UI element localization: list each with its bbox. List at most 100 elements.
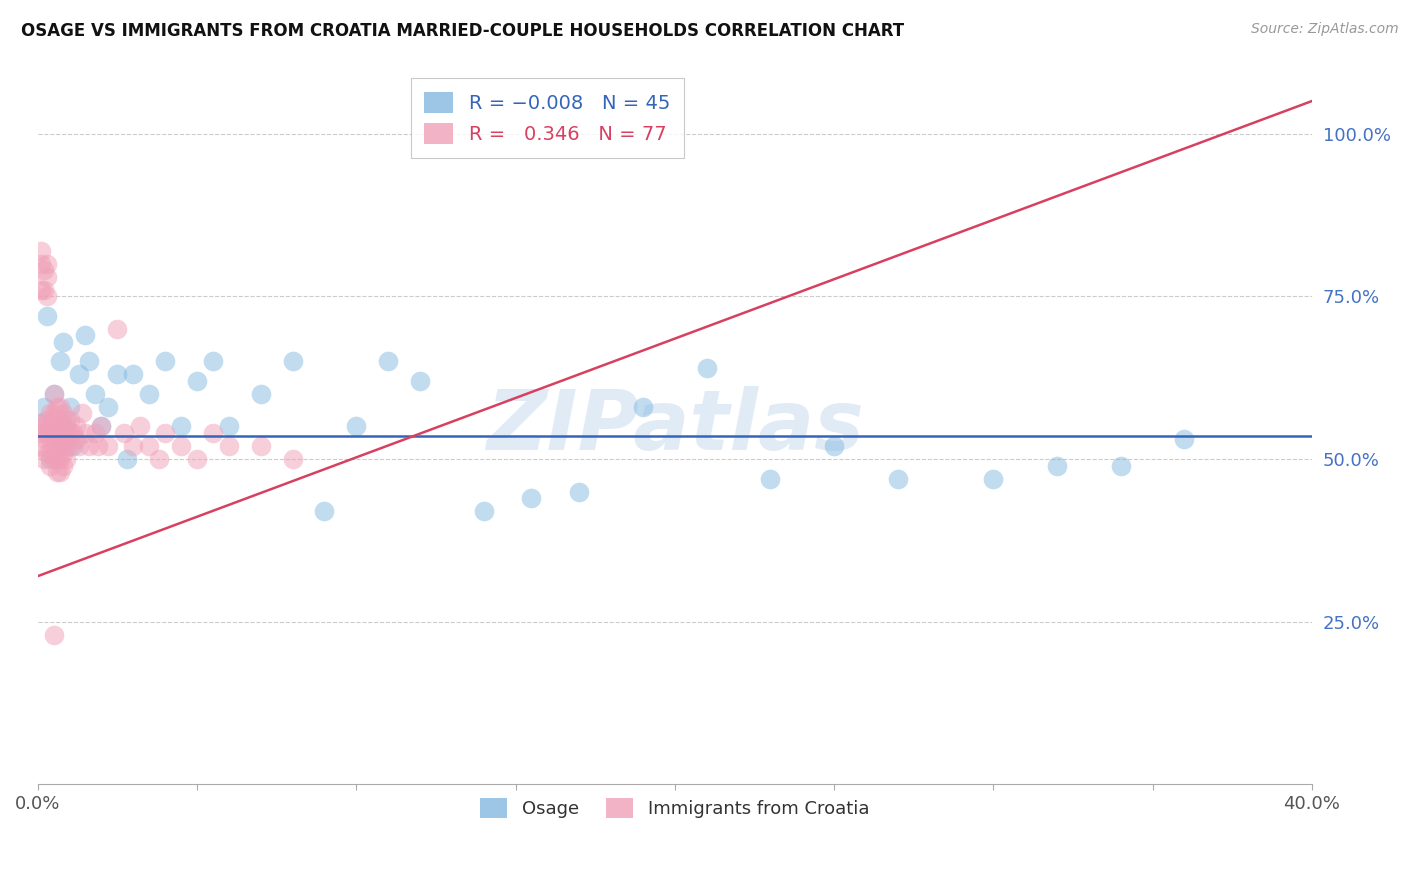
Point [37, 289, 59, 303]
Point [42, 407, 65, 421]
Point [115, 452, 138, 467]
Point [49, 439, 72, 453]
Point [138, 387, 160, 401]
Point [201, 354, 224, 368]
Point [281, 452, 304, 467]
Point [49, 465, 72, 479]
Point [37, 309, 59, 323]
Point [568, 484, 591, 499]
Point [67, 439, 90, 453]
Point [90, 419, 112, 434]
Point [65, 419, 87, 434]
Point [37, 425, 59, 440]
Point [128, 419, 150, 434]
Point [97, 400, 120, 414]
Point [37, 413, 59, 427]
Point [37, 269, 59, 284]
Point [105, 322, 128, 336]
Point [631, 400, 654, 414]
Point [52, 419, 75, 434]
Point [55, 413, 77, 427]
Point [45, 419, 67, 434]
Point [52, 334, 75, 349]
Point [77, 354, 100, 368]
Point [42, 425, 65, 440]
Text: OSAGE VS IMMIGRANTS FROM CROATIA MARRIED-COUPLE HOUSEHOLDS CORRELATION CHART: OSAGE VS IMMIGRANTS FROM CROATIA MARRIED… [21, 22, 904, 40]
Point [112, 425, 135, 440]
Point [249, 387, 271, 401]
Point [170, 439, 193, 453]
Point [52, 458, 75, 473]
Point [30, 416, 52, 430]
Point [122, 368, 145, 382]
Point [42, 387, 65, 401]
Point [314, 504, 336, 518]
Point [39, 433, 62, 447]
Legend: Osage, Immigrants from Croatia: Osage, Immigrants from Croatia [474, 791, 876, 825]
Point [45, 465, 67, 479]
Point [45, 452, 67, 467]
Point [97, 439, 120, 453]
Text: Source: ZipAtlas.com: Source: ZipAtlas.com [1251, 22, 1399, 37]
Point [32, 283, 55, 297]
Point [218, 419, 240, 434]
Point [30, 244, 52, 258]
Point [55, 419, 77, 434]
Point [37, 257, 59, 271]
Point [218, 439, 240, 453]
Point [39, 407, 62, 421]
Point [30, 425, 52, 440]
Point [75, 425, 97, 440]
Point [30, 257, 52, 271]
Point [186, 452, 208, 467]
Point [75, 328, 97, 343]
Point [281, 354, 304, 368]
Point [45, 413, 67, 427]
Point [759, 471, 782, 485]
Point [30, 283, 52, 297]
Point [42, 413, 65, 427]
Point [32, 419, 55, 434]
Point [138, 439, 160, 453]
Point [84, 387, 107, 401]
Point [49, 425, 72, 440]
Point [32, 433, 55, 447]
Point [887, 471, 910, 485]
Point [52, 407, 75, 421]
Point [77, 439, 100, 453]
Point [823, 439, 845, 453]
Point [39, 452, 62, 467]
Point [32, 400, 55, 414]
Point [153, 425, 176, 440]
Point [84, 425, 107, 440]
Point [39, 445, 62, 459]
Point [39, 419, 62, 434]
Point [52, 445, 75, 459]
Point [42, 387, 65, 401]
Point [409, 374, 432, 388]
Point [58, 425, 80, 440]
Point [55, 452, 77, 467]
Point [249, 439, 271, 453]
Point [49, 413, 72, 427]
Point [52, 433, 75, 447]
Text: ZIPatlas: ZIPatlas [486, 386, 863, 467]
Point [72, 407, 94, 421]
Point [1109, 458, 1132, 473]
Point [153, 354, 176, 368]
Point [67, 368, 90, 382]
Point [981, 471, 1004, 485]
Point [186, 374, 208, 388]
Point [87, 439, 110, 453]
Point [62, 425, 84, 440]
Point [42, 439, 65, 453]
Point [39, 458, 62, 473]
Point [148, 452, 170, 467]
Point [1046, 458, 1069, 473]
Point [1173, 433, 1195, 447]
Point [49, 354, 72, 368]
Point [42, 628, 65, 642]
Point [32, 452, 55, 467]
Point [37, 445, 59, 459]
Point [90, 419, 112, 434]
